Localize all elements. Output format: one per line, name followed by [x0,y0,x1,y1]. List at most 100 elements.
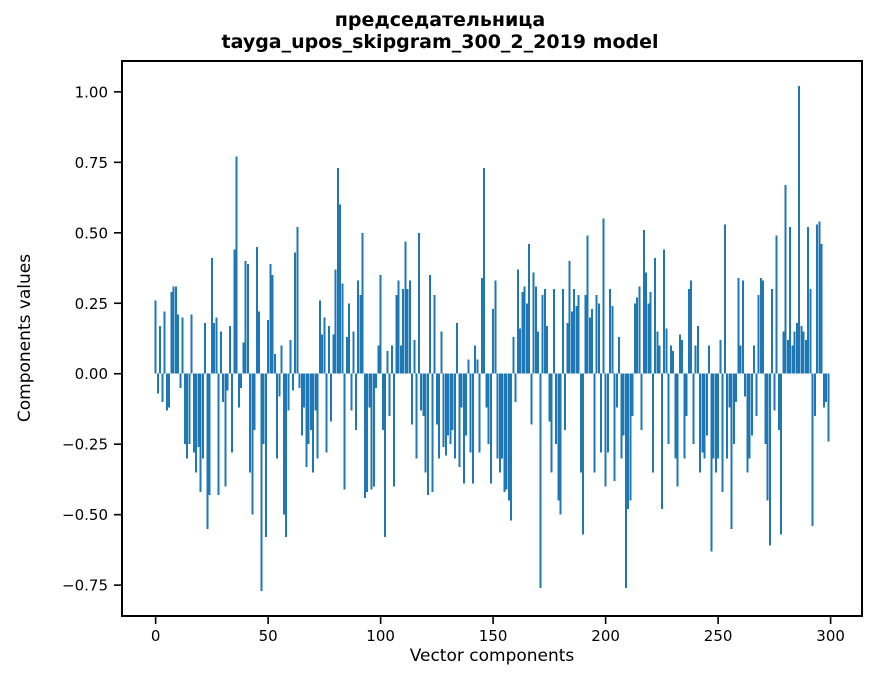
bar [784,184,787,374]
bar [291,373,294,391]
bar [498,373,501,473]
bar [242,342,245,374]
bar [602,218,605,374]
bar [264,373,267,538]
bar [505,373,508,490]
bar [717,373,720,459]
bar [631,373,634,417]
bar [719,339,722,374]
bar [532,272,535,374]
bar [541,294,544,374]
bar [359,294,362,374]
bar [705,373,708,436]
bar [168,373,171,408]
bar [372,373,375,487]
bar [584,294,587,374]
bar [366,373,369,493]
bar [179,373,182,388]
bar [339,204,342,374]
bar [534,286,537,374]
bar [728,373,731,408]
y-tick-label: −0.50 [62,506,108,524]
bar [282,373,285,515]
bar [327,325,330,374]
bar [420,373,423,411]
bar [579,373,582,473]
bar [471,373,474,484]
bar [568,260,571,374]
bar [199,373,202,493]
bar [303,373,306,408]
bar [820,244,823,374]
bar [307,373,310,445]
bar [285,373,288,538]
bar [624,373,627,588]
x-tick-label: 250 [704,627,733,645]
bar [262,373,265,445]
plot-border [121,60,863,617]
bar [411,373,414,425]
bar [827,373,830,442]
x-tick-label: 150 [479,627,508,645]
bar [561,289,564,374]
bar [390,345,393,374]
bar [487,373,490,445]
bar [318,300,321,374]
bar [685,373,688,417]
x-tick-label: 0 [151,627,161,645]
bar [519,328,522,374]
bar [575,306,578,374]
bar [750,373,753,436]
bar [255,246,258,374]
bar [649,291,652,374]
bar [237,373,240,408]
bar [222,373,225,402]
bar [759,277,762,374]
bar [213,323,216,374]
bars-group [154,86,830,591]
bar [606,373,609,453]
bar [615,373,618,408]
bar [777,373,780,431]
bar [298,373,301,388]
bar [404,241,407,374]
bar [226,373,229,391]
bar [424,373,427,473]
bar [582,373,585,535]
bar [357,280,360,374]
bar [766,373,769,501]
y-tick-label: 1.00 [75,83,108,101]
bar [233,249,236,374]
bar [523,286,526,374]
bar [744,373,747,397]
bar [289,339,292,374]
bar [764,373,767,445]
bar [276,373,279,459]
bar [665,328,668,374]
bar [408,280,411,374]
bar [294,252,297,374]
bar [476,359,479,374]
bar [822,373,825,408]
bar [474,345,477,374]
bar [312,373,315,473]
bar [804,339,807,374]
bar [458,373,461,467]
y-tick-label: 0.25 [75,295,108,313]
bar [379,275,382,374]
bar [348,303,351,374]
bar [503,373,506,493]
bar [456,323,459,374]
bar [672,351,675,374]
bar [485,373,488,408]
bar [762,280,765,374]
bar [537,331,540,374]
bar [647,303,650,374]
bar [186,373,189,459]
bar [566,323,569,374]
bar [687,289,690,374]
bar [539,373,542,588]
bar [701,373,704,453]
bar [746,373,749,473]
